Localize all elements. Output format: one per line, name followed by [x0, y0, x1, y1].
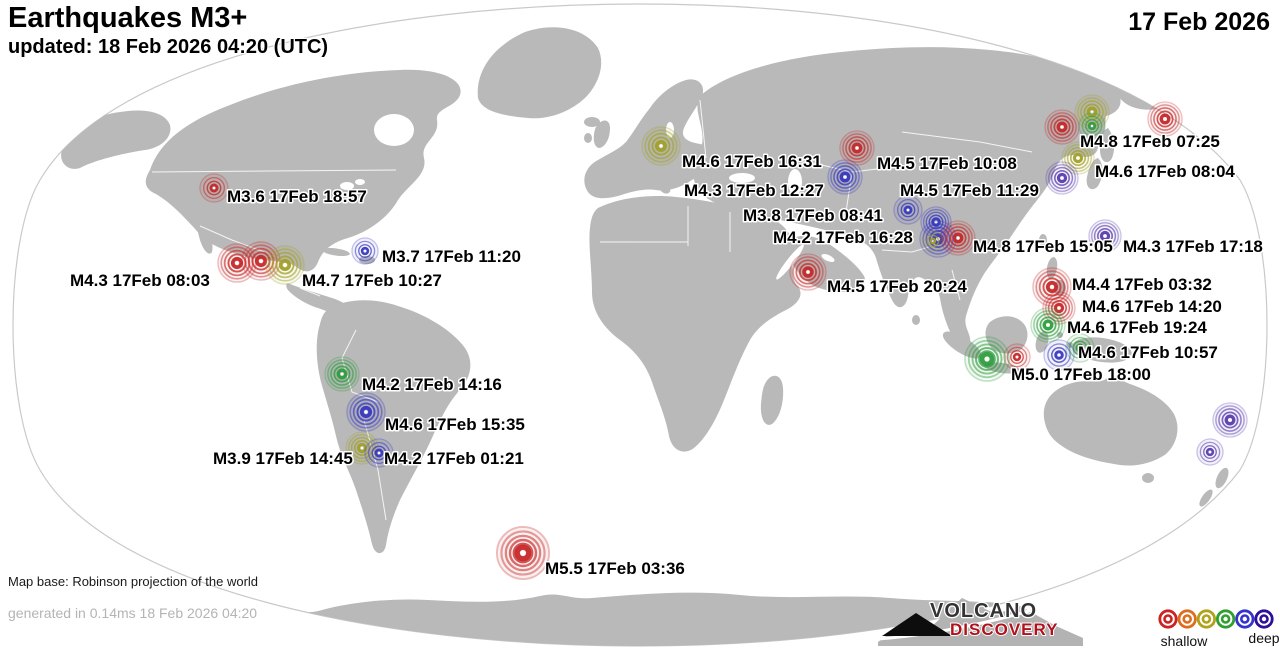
- landmass-baja: [196, 213, 213, 254]
- quake-marker[interactable]: [922, 230, 944, 252]
- volcano-discovery-logo[interactable]: VOLCANO DISCOVERY: [877, 590, 1089, 646]
- landmass-asia: [693, 47, 1121, 349]
- quake-marker[interactable]: [1043, 339, 1075, 371]
- quake-label: M4.2 17Feb 01:21: [384, 449, 524, 468]
- country-borders: [151, 99, 1033, 521]
- depth-legend-icons: [1158, 609, 1274, 629]
- quake-marker[interactable]: [893, 195, 923, 225]
- quake-marker[interactable]: [1088, 219, 1122, 253]
- quake-marker[interactable]: [827, 159, 863, 195]
- quake-label: M4.6 17Feb 14:20: [1082, 297, 1222, 316]
- quake-marker[interactable]: [496, 526, 550, 580]
- updated-timestamp: updated: 18 Feb 2026 04:20 (UTC): [8, 36, 329, 58]
- quake-marker[interactable]: [199, 173, 229, 203]
- quake-marker[interactable]: [1045, 161, 1079, 195]
- landmass-south-america: [316, 300, 471, 554]
- quake-marker[interactable]: [1196, 438, 1224, 466]
- quake-label: M4.7 17Feb 10:27: [302, 271, 442, 290]
- quake-marker[interactable]: [351, 237, 379, 265]
- quake-label: M4.6 17Feb 10:57: [1078, 343, 1218, 362]
- logo-volcano-text: VOLCANO: [930, 600, 1037, 622]
- quake-label: M4.2 17Feb 14:16: [362, 375, 502, 394]
- map-date: 17 Feb 2026: [1128, 8, 1270, 36]
- quake-label: M4.6 17Feb 19:24: [1067, 318, 1207, 337]
- quake-marker[interactable]: [839, 130, 875, 166]
- legend-depth-icon: [1254, 609, 1274, 629]
- quake-label: M5.0 17Feb 18:00: [1011, 365, 1151, 384]
- quake-label: M4.3 17Feb 08:03: [70, 271, 210, 290]
- landmass-uk: [593, 120, 610, 148]
- quake-label: M4.2 17Feb 16:28: [773, 228, 913, 247]
- earthquake-labels-layer: M3.6 17Feb 18:57 M4.3 17Feb 08:03 M4.7 17F…: [69, 131, 1265, 580]
- page-title: Earthquakes M3+: [8, 2, 248, 34]
- landmass-arabia: [785, 235, 866, 292]
- landmass-japan: [1100, 128, 1115, 163]
- landmass-sumatra: [942, 331, 982, 359]
- quake-label: M4.8 17Feb 07:25: [1080, 132, 1220, 151]
- landmass-madagascar: [760, 375, 784, 425]
- depth-legend: shallow deep: [1158, 609, 1280, 649]
- quake-marker[interactable]: [1065, 333, 1095, 363]
- legend-depth-icon: [1235, 609, 1255, 629]
- quake-label: M4.5 17Feb 11:29: [900, 181, 1039, 200]
- quake-label: M3.7 17Feb 11:20: [382, 247, 521, 266]
- quake-label: M4.6 17Feb 15:35: [385, 415, 525, 434]
- logo-discovery-text: DISCOVERY: [950, 620, 1059, 639]
- quake-marker[interactable]: [964, 336, 1010, 382]
- legend-shallow-label: shallow: [1161, 633, 1209, 649]
- quake-marker[interactable]: [1061, 141, 1095, 175]
- landmass-iceland: [584, 117, 600, 127]
- legend-depth-icon: [1158, 609, 1178, 629]
- quake-marker[interactable]: [346, 392, 386, 432]
- quake-label: M4.3 17Feb 17:18: [1123, 237, 1263, 256]
- quake-marker[interactable]: [1212, 402, 1248, 438]
- volcano-icon: [882, 613, 952, 636]
- landmass-africa: [589, 196, 801, 452]
- lakes: [340, 114, 835, 280]
- quake-marker[interactable]: [1003, 343, 1031, 371]
- landmass-borneo: [985, 316, 1028, 354]
- quake-label: M4.6 17Feb 16:31: [682, 152, 822, 171]
- legend-depth-icon: [1177, 609, 1197, 629]
- landmass-greenland: [477, 27, 602, 119]
- quake-marker[interactable]: [1030, 307, 1066, 343]
- quake-marker[interactable]: [1044, 109, 1080, 145]
- landmass-new-zealand: [1215, 467, 1229, 489]
- quake-label: M4.4 17Feb 03:32: [1072, 275, 1212, 294]
- legend-deep-label: deep: [1248, 630, 1279, 646]
- quake-marker[interactable]: [1078, 112, 1106, 140]
- quake-label: M3.6 17Feb 18:57: [227, 187, 367, 206]
- quake-marker[interactable]: [940, 220, 976, 256]
- quake-marker[interactable]: [364, 438, 394, 468]
- generated-note: generated in 0.14ms 18 Feb 2026 04:20: [8, 605, 258, 621]
- map-base-note: Map base: Robinson projection of the wor…: [8, 574, 259, 589]
- quake-label: M3.9 17Feb 14:45: [213, 449, 353, 468]
- earthquake-markers-layer: [199, 94, 1248, 580]
- landmass-taiwan: [1039, 234, 1047, 246]
- logo-swoosh: [877, 590, 1089, 641]
- quake-marker[interactable]: [641, 126, 681, 166]
- quake-marker[interactable]: [265, 245, 305, 285]
- quake-label: M5.5 17Feb 03:36: [545, 559, 685, 578]
- quake-label: M4.5 17Feb 10:08: [877, 154, 1017, 173]
- landmass-australia: [1043, 377, 1178, 466]
- quake-label: M4.3 17Feb 12:27: [684, 181, 824, 200]
- legend-depth-icon: [1196, 609, 1217, 629]
- quake-marker[interactable]: [241, 241, 281, 281]
- quake-label: M4.5 17Feb 20:24: [827, 277, 967, 296]
- quake-marker[interactable]: [324, 356, 360, 392]
- quake-label: M3.8 17Feb 08:41: [743, 206, 883, 225]
- landmass-italy: [649, 166, 671, 194]
- quake-marker[interactable]: [789, 253, 827, 291]
- quake-label: M4.6 17Feb 08:04: [1095, 162, 1235, 181]
- legend-depth-icon: [1215, 609, 1236, 629]
- quake-label: M4.8 17Feb 15:05: [973, 237, 1113, 256]
- quake-marker[interactable]: [1147, 101, 1183, 137]
